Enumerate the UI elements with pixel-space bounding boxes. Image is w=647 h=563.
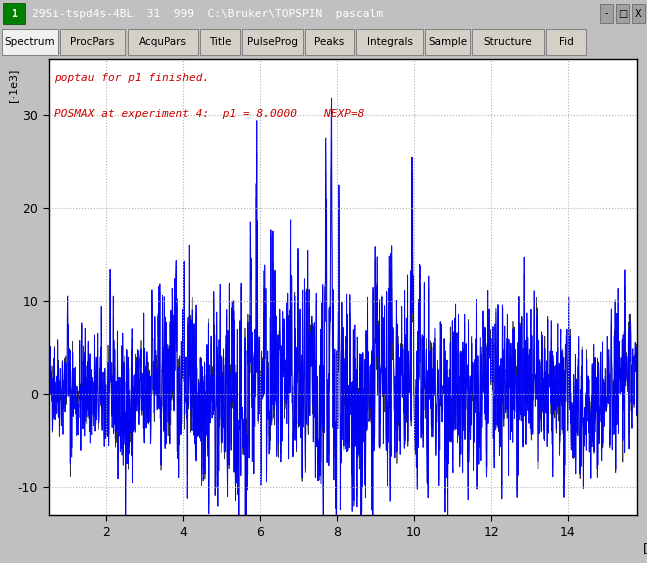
Text: 29Si-tspd4s-4BL  31  999  C:\Bruker\TOPSPIN  pascalm: 29Si-tspd4s-4BL 31 999 C:\Bruker\TOPSPIN… (32, 8, 383, 19)
Bar (200, 29, 240, 55)
Text: Spectrum: Spectrum (5, 37, 55, 47)
Bar (546, 29, 586, 55)
Text: AcquPars: AcquPars (139, 37, 187, 47)
Text: Structure: Structure (483, 37, 532, 47)
Text: poptau for p1 finished.: poptau for p1 finished. (54, 73, 210, 83)
Bar (616, 4, 629, 23)
Text: ProcPars: ProcPars (71, 37, 115, 47)
Text: 1: 1 (11, 8, 17, 19)
Bar (632, 4, 645, 23)
Text: Sample: Sample (428, 37, 467, 47)
Bar (128, 29, 198, 55)
Bar (472, 29, 544, 55)
Text: Fid: Fid (558, 37, 573, 47)
Text: X: X (635, 8, 642, 19)
Text: [·1e3]: [·1e3] (8, 68, 18, 101)
Text: POSMAX at experiment 4:  p1 = 8.0000    NEXP=8: POSMAX at experiment 4: p1 = 8.0000 NEXP… (54, 109, 365, 119)
Text: Peaks: Peaks (314, 37, 345, 47)
Text: [usec]: [usec] (643, 543, 647, 556)
Text: Integrals: Integrals (366, 37, 413, 47)
Bar (2, 29, 58, 55)
Bar (3, 3, 25, 24)
Bar (600, 4, 613, 23)
Bar (425, 29, 470, 55)
Text: □: □ (618, 8, 627, 19)
Text: Title: Title (209, 37, 231, 47)
Bar (356, 29, 423, 55)
Bar (242, 29, 303, 55)
Text: -: - (605, 8, 608, 19)
Bar (305, 29, 354, 55)
Bar (60, 29, 125, 55)
Text: PulseProg: PulseProg (247, 37, 298, 47)
